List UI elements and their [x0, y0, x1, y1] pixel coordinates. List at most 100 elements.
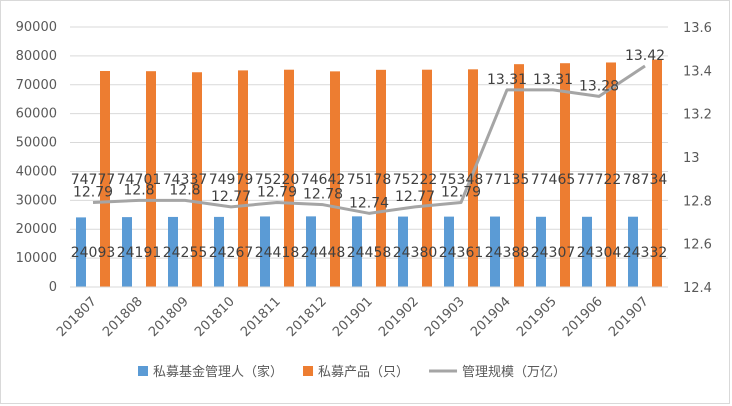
data-label-scale: 13.42: [625, 48, 665, 64]
y-left-tick-label: 40000: [16, 164, 57, 179]
data-label-managers: 24093: [71, 245, 116, 261]
bar-products: [100, 70, 110, 287]
data-label-managers: 24448: [301, 245, 346, 261]
data-label-managers: 24418: [255, 245, 300, 261]
bar-managers: [168, 216, 178, 287]
x-tick-label: 201905: [514, 294, 560, 340]
data-label-scale: 12.74: [349, 195, 389, 211]
data-label-products: 74701: [117, 172, 162, 188]
bar-products: [376, 69, 386, 287]
x-tick-label: 201906: [560, 294, 606, 340]
y-right-tick-label: 12.6: [683, 238, 712, 253]
bar-products: [606, 62, 616, 288]
data-label-scale: 12.8: [123, 182, 154, 198]
data-label-managers: 24304: [577, 245, 622, 261]
data-label-scale: 13.31: [487, 72, 527, 88]
y-left-tick-label: 10000: [16, 251, 57, 266]
data-label-scale: 13.31: [533, 72, 573, 88]
data-label-scale: 12.77: [211, 189, 251, 205]
x-tick-label: 201902: [376, 294, 422, 340]
y-left-tick-label: 80000: [16, 49, 57, 64]
bar-products: [192, 72, 202, 288]
legend: 私募基金管理人（家） 私募产品（只） 管理规模（万亿）: [138, 364, 566, 380]
bar-managers: [582, 216, 592, 287]
bars: [76, 59, 662, 288]
x-tick-label: 201903: [422, 294, 468, 340]
data-label-scale: 12.79: [73, 185, 113, 201]
data-label-managers: 24458: [347, 245, 392, 261]
bar-products: [284, 69, 294, 287]
data-label-managers: 24380: [393, 245, 438, 261]
bar-products: [146, 71, 156, 287]
data-label-products: 74337: [163, 172, 208, 188]
data-label-scale: 12.79: [441, 185, 481, 201]
bar-managers: [444, 216, 454, 287]
y-right-tick-label: 12.8: [683, 194, 712, 209]
data-label-products: 78734: [623, 172, 668, 188]
data-labels: 240937477712.79241917470112.824255743371…: [71, 48, 668, 261]
legend-swatch: [303, 366, 314, 376]
x-tick-label: 201901: [330, 294, 376, 340]
legend-label: 私募基金管理人（家）: [153, 364, 283, 380]
bar-managers: [260, 216, 270, 287]
data-label-scale: 12.77: [395, 189, 435, 205]
bar-managers: [122, 217, 132, 287]
line-series: [92, 64, 646, 215]
x-tick-label: 201807: [54, 294, 100, 340]
data-label-scale: 12.79: [257, 185, 297, 201]
line-management-scale: [92, 64, 646, 215]
y-left-tick-label: 90000: [16, 20, 57, 35]
bar-products: [422, 69, 432, 287]
data-label-products: 75222: [393, 172, 438, 188]
bar-products: [514, 64, 524, 287]
data-label-products: 77722: [577, 172, 622, 188]
data-label-scale: 13.28: [579, 78, 619, 94]
data-label-managers: 24267: [209, 245, 254, 261]
bar-managers: [536, 216, 546, 287]
data-label-managers: 24255: [163, 245, 208, 261]
x-tick-label: 201904: [468, 294, 514, 340]
y-right-tick-label: 13.4: [683, 64, 712, 79]
data-label-scale: 12.78: [303, 187, 343, 203]
data-label-products: 75220: [255, 172, 300, 188]
x-tick-label: 201812: [284, 294, 330, 340]
bar-products: [330, 71, 340, 287]
bar-managers: [76, 217, 86, 287]
y-left-tick-label: 50000: [16, 136, 57, 151]
bar-products: [652, 59, 662, 288]
data-label-managers: 24307: [531, 245, 576, 261]
bar-products: [560, 63, 570, 288]
y-left-tick-label: 30000: [16, 193, 57, 208]
bar-managers: [398, 216, 408, 287]
bar-products: [238, 70, 248, 287]
legend-label: 私募产品（只）: [318, 365, 409, 380]
data-label-products: 77135: [485, 172, 530, 188]
data-label-products: 75178: [347, 172, 392, 188]
y-right-tick-label: 12.4: [683, 281, 712, 296]
y-right-tick-label: 13.6: [683, 21, 712, 36]
x-tick-label: 201811: [238, 294, 284, 340]
x-tick-label: 201810: [192, 294, 238, 340]
y-left-tick-label: 0: [49, 280, 57, 295]
data-label-managers: 24361: [439, 245, 484, 261]
x-tick-label: 201809: [146, 294, 192, 340]
data-label-managers: 24388: [485, 245, 530, 261]
data-label-scale: 12.8: [169, 182, 200, 198]
data-label-products: 75348: [439, 172, 484, 188]
legend-swatch: [138, 366, 148, 376]
data-label-products: 74979: [209, 172, 254, 188]
bar-managers: [214, 216, 224, 287]
data-label-managers: 24332: [623, 245, 668, 261]
data-label-products: 74642: [301, 172, 346, 188]
y-left-tick-label: 20000: [16, 222, 57, 237]
y-left-tick-label: 60000: [16, 107, 57, 122]
bar-managers: [306, 216, 316, 287]
x-tick-label: 201907: [606, 294, 652, 340]
bar-managers: [628, 216, 638, 287]
bar-managers: [352, 216, 362, 287]
bar-managers: [490, 216, 500, 287]
y-right-tick-label: 13.2: [683, 108, 712, 123]
data-label-managers: 24191: [117, 245, 162, 261]
data-label-products: 74777: [71, 172, 116, 188]
